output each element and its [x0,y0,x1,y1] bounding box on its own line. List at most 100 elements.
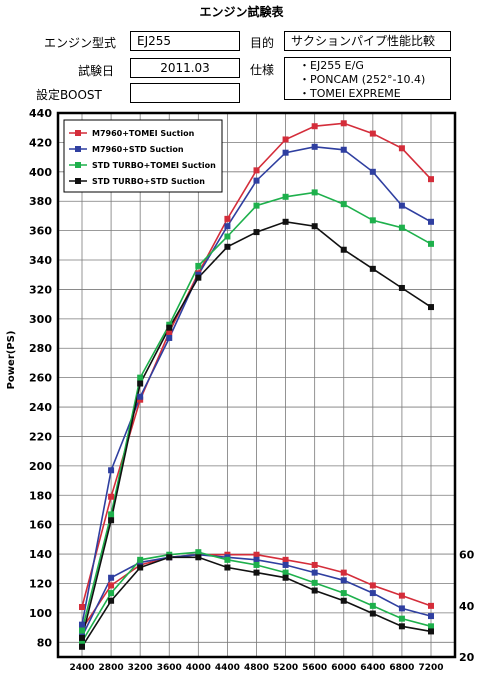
spec-item: ・TOMEI EXPREME [299,87,401,100]
legend-marker [75,130,81,136]
torque-point [340,597,347,604]
power-point [340,246,347,253]
sheet-title: エンジン試験表 [199,5,284,19]
torque-point [79,638,85,645]
torque-point [340,577,347,584]
torque-point [311,579,318,586]
power-point [398,202,405,209]
torque-point [253,561,260,568]
torque-point [108,574,115,581]
torque-point [340,590,347,597]
power-point [398,224,405,231]
power-point [79,634,85,641]
legend-entry: M7960+TOMEI Suction [92,129,195,138]
x-tick-label: 6000 [331,663,356,673]
torque-point [311,561,318,568]
power-point [166,324,173,331]
power-point [253,177,260,184]
power-point [224,215,231,222]
engine-value: EJ255 [130,31,240,51]
power-point [224,233,231,240]
legend-entry: STD TURBO+TOMEI Suction [92,161,216,170]
spec-box: ・EJ255 E/G ・PONCAM (252°-10.4) ・TOMEI EX… [284,57,451,100]
y-tick-label: 360 [29,225,52,238]
y2-tick-label: 40 [459,600,475,613]
x-tick-label: 4400 [215,663,240,673]
power-point [253,167,260,174]
x-tick-label: 5200 [273,663,298,673]
power-point [282,136,289,143]
date-label: 試験日 [78,64,115,78]
y-tick-label: 340 [29,254,52,267]
torque-point [282,556,289,563]
x-tick-labels: 2400 2800 3200 3600 4000 4400 4800 5200 5600 6000… [69,663,443,673]
y2-tick-label: 60 [459,549,475,562]
power-point [79,627,85,634]
y-tick-label: 280 [29,342,52,355]
torque-point [340,569,347,576]
spec-item: ・PONCAM (252°-10.4) [299,73,426,86]
series-markers [79,120,434,650]
torque-point [398,615,405,622]
torque-point [428,602,434,609]
y-tick-label: 440 [29,107,52,120]
legend-box [63,119,223,193]
torque-point [253,551,260,558]
power-point [369,168,376,175]
torque-point [224,556,231,563]
torque-point [428,628,434,635]
torque-point [137,564,144,571]
torque-point [282,561,289,568]
torque-point [166,554,173,561]
power-point [195,262,202,269]
legend: M7960+TOMEI Suction M7960+STD Suction STD … [63,119,223,193]
power-point [108,517,115,524]
torque-point [398,623,405,630]
power-point [166,334,173,341]
power-point [398,284,405,291]
legend-marker [75,146,81,152]
power-point [282,218,289,225]
y2-tick-label: 20 [459,651,475,664]
y-tick-label: 80 [37,636,53,649]
power-point [282,149,289,156]
torque-point [195,549,202,556]
purpose-value: サクションパイプ性能比較 [284,31,451,51]
power-point [428,218,434,225]
torque-point [195,554,202,561]
y-tick-label: 380 [29,195,52,208]
torque-point [108,582,115,589]
torque-point [79,643,85,650]
engine-label: エンジン型式 [44,36,117,50]
y-tick-label: 100 [29,607,52,620]
power-point [224,223,231,230]
torque-point [224,564,231,571]
x-tick-label: 6800 [389,663,414,673]
torque-point [369,590,376,597]
torque-point [369,610,376,617]
torque-point [137,556,144,563]
power-point [137,380,144,387]
power-point [137,374,144,381]
legend-marker [75,162,81,168]
x-tick-label: 3600 [157,663,182,673]
y-tick-labels: 80 100 120 140 160 180 200 220 240 260 280 300 320 34… [29,107,52,649]
power-point [224,243,231,250]
plot-frame [56,111,457,659]
boost-label: 設定BOOST [36,88,102,102]
x-tick-label: 4000 [186,663,211,673]
torque-point [311,587,318,594]
torque-point [398,592,405,599]
power-point [108,467,115,474]
power-point [340,146,347,153]
x-tick-label: 2800 [99,663,124,673]
y-tick-label: 160 [29,519,52,532]
power-point [369,130,376,137]
y2-tick-labels: 20 40 60 [459,549,475,664]
power-point [311,189,318,196]
power-point [137,393,144,400]
power-point [195,274,202,281]
torque-point [253,569,260,576]
power-point [253,229,260,236]
power-point [428,304,434,311]
